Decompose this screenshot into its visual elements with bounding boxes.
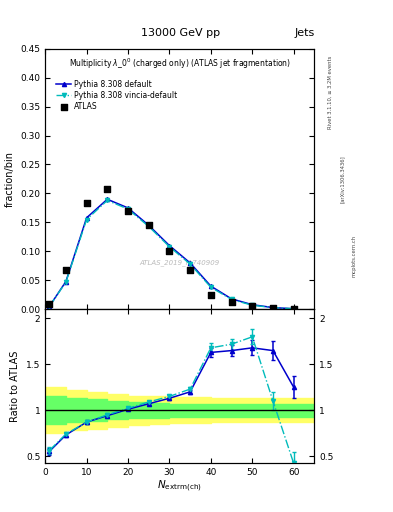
ATLAS: [290, 305, 297, 313]
Pythia 8.308 default: [209, 283, 213, 289]
Pythia 8.308 vincia-default: [64, 279, 68, 285]
Pythia 8.308 default: [229, 296, 234, 302]
Y-axis label: Ratio to ATLAS: Ratio to ATLAS: [10, 351, 20, 422]
Pythia 8.308 vincia-default: [84, 217, 89, 223]
Pythia 8.308 default: [250, 302, 255, 308]
Pythia 8.308 vincia-default: [105, 197, 110, 203]
X-axis label: $N_{\mathrm{extrm(ch)}}$: $N_{\mathrm{extrm(ch)}}$: [157, 479, 202, 494]
Line: Pythia 8.308 default: Pythia 8.308 default: [47, 197, 296, 311]
Pythia 8.308 vincia-default: [188, 261, 193, 267]
Pythia 8.308 vincia-default: [126, 206, 130, 212]
Pythia 8.308 default: [84, 215, 89, 221]
Pythia 8.308 default: [126, 205, 130, 211]
Text: Multiplicity $\lambda\_0^0$ (charged only) (ATLAS jet fragmentation): Multiplicity $\lambda\_0^0$ (charged onl…: [69, 56, 291, 71]
Pythia 8.308 vincia-default: [47, 303, 52, 309]
ATLAS: [145, 221, 152, 229]
Text: Jets: Jets: [294, 28, 314, 38]
Pythia 8.308 default: [188, 260, 193, 266]
Pythia 8.308 vincia-default: [229, 296, 234, 303]
Line: Pythia 8.308 vincia-default: Pythia 8.308 vincia-default: [47, 198, 296, 311]
ATLAS: [187, 266, 193, 274]
ATLAS: [63, 266, 69, 274]
Pythia 8.308 default: [146, 222, 151, 228]
ATLAS: [249, 302, 255, 310]
Y-axis label: fraction/bin: fraction/bin: [5, 151, 15, 207]
Pythia 8.308 default: [291, 306, 296, 312]
Pythia 8.308 vincia-default: [271, 305, 275, 311]
Pythia 8.308 vincia-default: [250, 302, 255, 308]
ATLAS: [104, 185, 110, 194]
Pythia 8.308 vincia-default: [209, 284, 213, 290]
Pythia 8.308 vincia-default: [291, 306, 296, 312]
Legend: Pythia 8.308 default, Pythia 8.308 vincia-default, ATLAS: Pythia 8.308 default, Pythia 8.308 vinci…: [53, 77, 180, 114]
ATLAS: [208, 291, 214, 299]
Pythia 8.308 vincia-default: [146, 223, 151, 229]
Text: Rivet 3.1.10, ≥ 3.2M events: Rivet 3.1.10, ≥ 3.2M events: [328, 55, 333, 129]
Text: ATLAS_2019_I1740909: ATLAS_2019_I1740909: [140, 259, 220, 266]
ATLAS: [46, 300, 53, 308]
ATLAS: [270, 304, 276, 312]
ATLAS: [125, 207, 131, 215]
Pythia 8.308 default: [47, 303, 52, 309]
Text: mcplots.cern.ch: mcplots.cern.ch: [352, 235, 357, 277]
ATLAS: [83, 199, 90, 207]
Pythia 8.308 default: [271, 305, 275, 311]
Text: [arXiv:1306.3436]: [arXiv:1306.3436]: [340, 155, 345, 203]
Text: 13000 GeV pp: 13000 GeV pp: [141, 28, 220, 38]
ATLAS: [166, 247, 173, 255]
Pythia 8.308 default: [64, 279, 68, 285]
Pythia 8.308 vincia-default: [167, 244, 172, 250]
Pythia 8.308 default: [167, 243, 172, 249]
Pythia 8.308 default: [105, 196, 110, 202]
ATLAS: [228, 297, 235, 306]
